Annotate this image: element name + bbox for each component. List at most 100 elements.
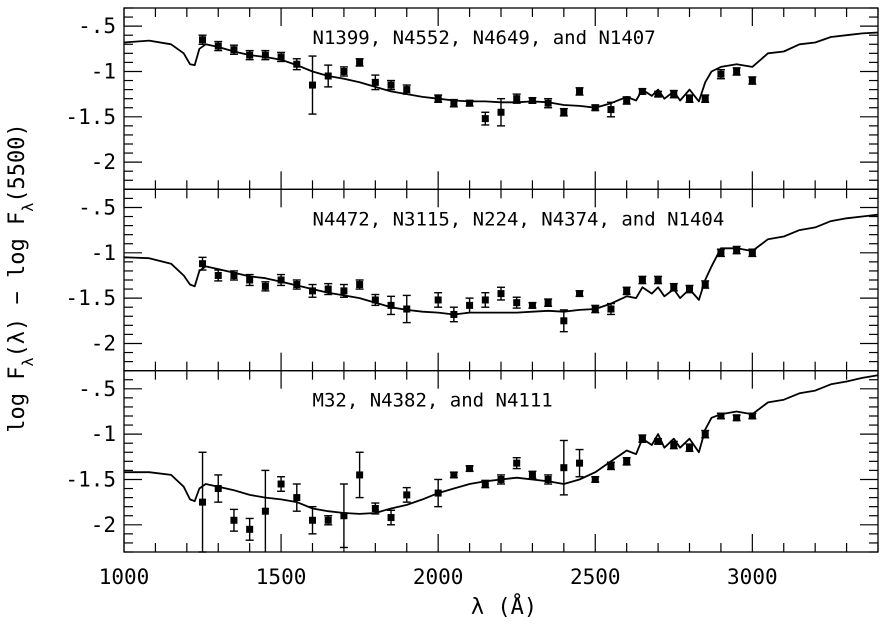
- data-point: [528, 471, 536, 479]
- panel-label: N1399, N4552, N4649, and N1407: [313, 27, 656, 49]
- data-point: [481, 115, 489, 123]
- y-tick-label: -.5: [78, 14, 116, 38]
- data-point: [450, 310, 458, 318]
- data-point: [560, 464, 568, 472]
- data-point: [528, 96, 536, 104]
- data-point: [717, 412, 725, 420]
- data-point: [560, 108, 568, 116]
- data-point: [607, 462, 615, 470]
- data-point: [576, 87, 584, 95]
- data-point: [199, 36, 207, 44]
- data-point: [560, 317, 568, 325]
- data-point: [214, 271, 222, 279]
- y-tick-label: -1: [91, 241, 116, 265]
- data-point: [371, 504, 379, 512]
- data-point: [434, 489, 442, 497]
- data-point: [717, 249, 725, 257]
- data-point: [466, 99, 474, 107]
- y-tick-label: -2: [91, 513, 116, 537]
- data-point: [748, 249, 756, 257]
- data-point: [356, 471, 364, 479]
- data-point: [309, 81, 316, 89]
- data-point: [387, 514, 395, 522]
- data-point: [261, 282, 269, 290]
- data-point: [261, 507, 269, 515]
- data-point: [513, 299, 521, 307]
- data-point: [293, 60, 301, 68]
- data-point: [450, 471, 458, 479]
- data-point: [701, 281, 709, 289]
- data-point: [277, 276, 285, 284]
- y-tick-label: -1.5: [65, 105, 116, 129]
- data-point: [513, 459, 521, 467]
- data-point: [434, 95, 442, 103]
- data-point: [261, 51, 269, 59]
- data-point: [670, 441, 678, 449]
- y-tick-label: -1: [91, 422, 116, 446]
- x-tick-label: 2500: [570, 565, 621, 589]
- x-tick-label: 2000: [413, 565, 464, 589]
- data-point: [497, 108, 505, 116]
- data-point: [591, 475, 599, 483]
- data-point: [356, 58, 364, 66]
- data-point: [230, 46, 238, 54]
- x-tick-label: 1500: [256, 565, 307, 589]
- data-point: [340, 67, 348, 75]
- data-point: [748, 77, 756, 85]
- data-point: [403, 305, 411, 313]
- data-point: [544, 475, 552, 483]
- data-point: [733, 67, 741, 75]
- data-point: [748, 412, 756, 420]
- panel-2: -.5 -1 -1.5 -2 N4472, N3115, N224, N4374, an…: [65, 188, 879, 372]
- data-point: [607, 305, 615, 313]
- data-point: [670, 90, 678, 98]
- panels: -.5 -1 -1.5 -2 N1399, N4552, N4649, and N140…: [65, 7, 879, 553]
- data-point: [387, 81, 395, 89]
- data-point: [576, 290, 584, 298]
- data-point: [340, 512, 348, 520]
- data-point: [544, 299, 552, 307]
- y-tick-label: -2: [91, 331, 116, 355]
- y-tick-label: -2: [91, 150, 116, 174]
- data-point: [403, 86, 411, 94]
- data-point: [591, 305, 599, 313]
- data-point: [309, 516, 316, 524]
- data-point: [717, 70, 725, 78]
- data-point: [403, 491, 411, 499]
- model-spectrum-line: [124, 374, 879, 515]
- data-point: [654, 276, 662, 284]
- data-point: [199, 260, 207, 268]
- y-tick-label: -1: [91, 59, 116, 83]
- data-point: [733, 246, 741, 254]
- data-point: [733, 414, 741, 422]
- x-tick-label: 3000: [727, 565, 778, 589]
- data-point: [497, 475, 505, 483]
- data-point: [277, 480, 285, 488]
- data-point: [214, 485, 222, 493]
- data-point: [199, 498, 207, 506]
- data-point: [371, 78, 379, 86]
- y-tick-label: -.5: [78, 195, 116, 219]
- data-point: [654, 437, 662, 445]
- data-point: [497, 290, 505, 298]
- panel-label: M32, N4382, and N4111: [313, 390, 553, 412]
- data-point: [701, 95, 709, 103]
- data-point: [638, 435, 646, 443]
- data-point: [528, 301, 536, 309]
- data-point: [686, 285, 693, 293]
- data-point: [670, 283, 678, 291]
- x-tick-label: 1000: [99, 565, 150, 589]
- data-point: [277, 53, 285, 61]
- x-tick-labels: 1000 1500 2000 2500 3000: [99, 565, 778, 589]
- x-axis-title: λ (Å): [471, 593, 537, 620]
- panel-3: -.5 -1 -1.5 -2 M32, N4382, and N4111: [65, 370, 879, 553]
- panel-1: -.5 -1 -1.5 -2 N1399, N4552, N4649, and N140…: [65, 7, 879, 190]
- data-point: [356, 281, 364, 289]
- data-point: [230, 271, 238, 279]
- data-point: [638, 87, 646, 95]
- y-axis-title: log Fλ(λ) − log Fλ(5500): [5, 123, 37, 432]
- data-point: [623, 287, 631, 295]
- data-point: [686, 444, 693, 452]
- data-point: [387, 301, 395, 309]
